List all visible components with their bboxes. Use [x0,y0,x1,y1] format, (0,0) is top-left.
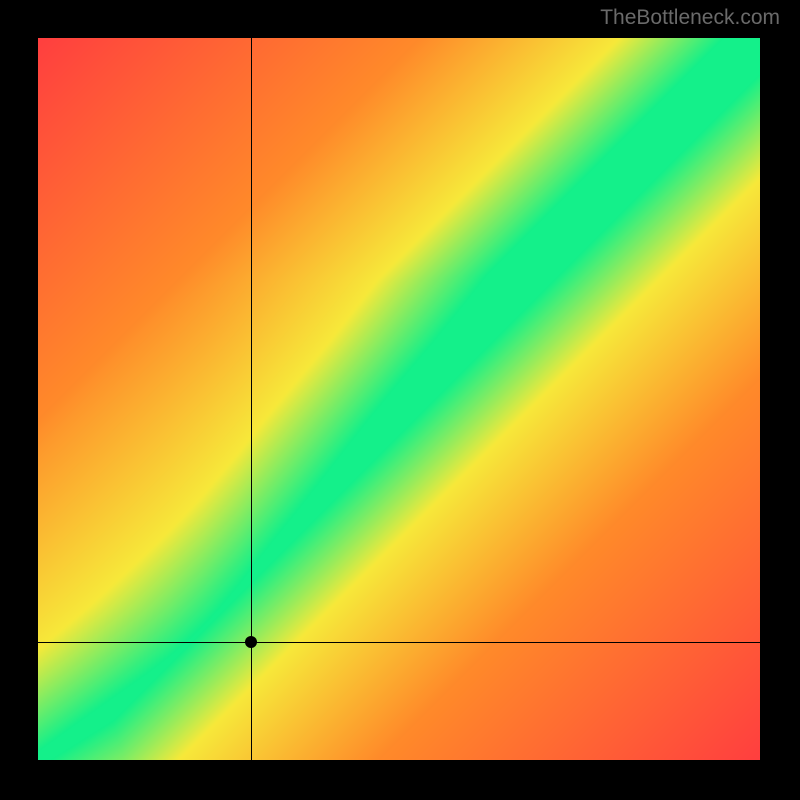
watermark-text: TheBottleneck.com [600,6,780,30]
crosshair-horizontal [38,642,760,643]
crosshair-vertical [251,38,252,760]
heatmap-canvas [38,38,760,760]
operating-point-marker [245,636,257,648]
bottleneck-heatmap [38,38,760,760]
